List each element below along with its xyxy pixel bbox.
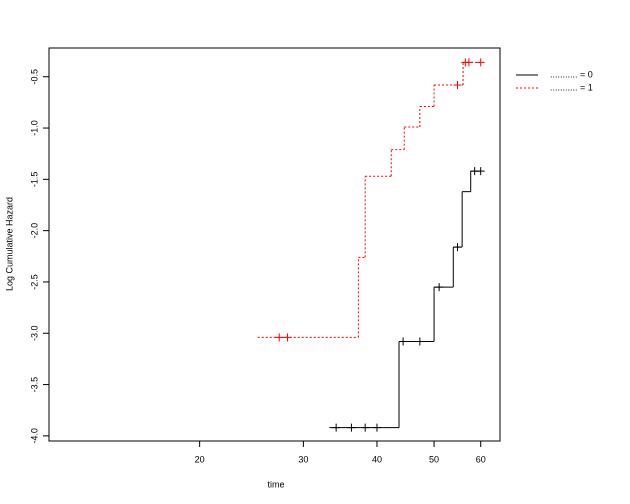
y-tick-label: -4.0 xyxy=(29,428,39,444)
censor-mark xyxy=(415,337,424,346)
censor-mark xyxy=(399,337,408,346)
x-tick-label: 50 xyxy=(429,454,439,464)
censor-mark xyxy=(453,243,462,252)
y-tick-label: -3.5 xyxy=(29,377,39,393)
legend-label: ........... = 0 xyxy=(550,69,593,79)
censor-mark xyxy=(435,283,444,292)
x-tick-label: 20 xyxy=(195,454,205,464)
censor-mark xyxy=(332,423,341,432)
y-tick-label: -3.0 xyxy=(29,326,39,342)
censor-mark xyxy=(464,58,473,67)
y-tick-label: -1.0 xyxy=(29,120,39,136)
censor-mark xyxy=(347,423,356,432)
y-tick-label: -0.5 xyxy=(29,69,39,85)
plot-frame xyxy=(48,47,501,442)
censor-mark xyxy=(275,333,284,342)
y-tick-label: -2.5 xyxy=(29,274,39,290)
x-tick-label: 40 xyxy=(372,454,382,464)
censor-mark xyxy=(361,423,370,432)
x-tick-label: 30 xyxy=(298,454,308,464)
y-tick-label: -2.0 xyxy=(29,223,39,239)
censor-mark xyxy=(283,333,292,342)
censor-mark xyxy=(476,58,485,67)
legend-label: ........... = 1 xyxy=(550,82,593,92)
censor-mark xyxy=(476,167,485,176)
x-axis-label: time xyxy=(267,479,284,489)
censor-mark xyxy=(453,80,462,89)
x-tick-label: 60 xyxy=(476,454,486,464)
y-axis-label: Log Cumulative Hazard xyxy=(4,197,14,291)
censor-mark xyxy=(372,423,381,432)
y-tick-label: -1.5 xyxy=(29,172,39,188)
